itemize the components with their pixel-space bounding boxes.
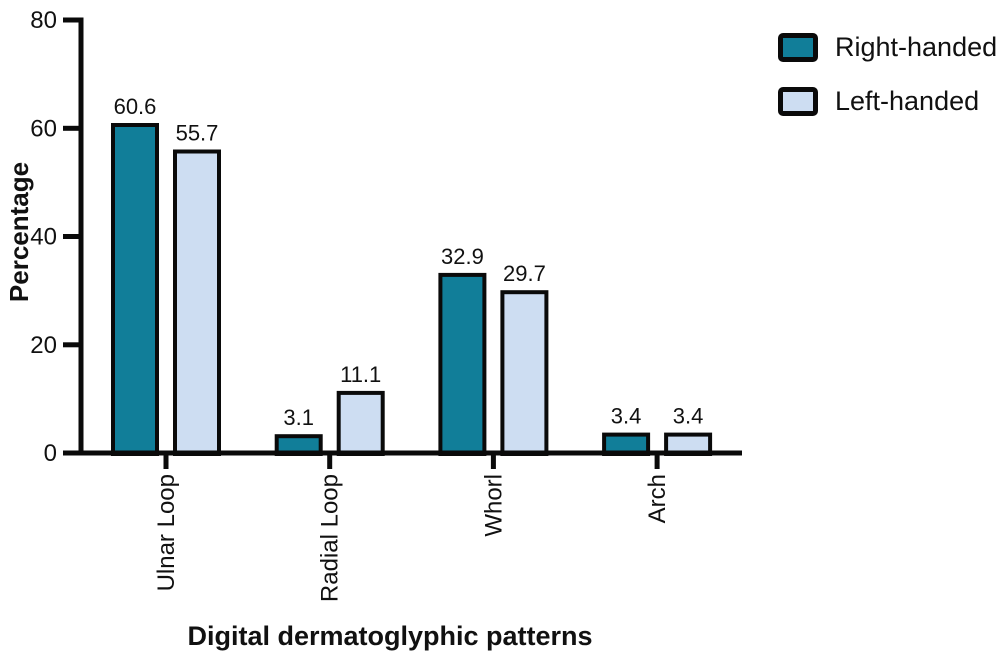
value-label-left-handed-arch: 3.4 <box>673 404 704 429</box>
y-tick-label-40: 40 <box>30 224 57 251</box>
y-axis-title: Percentage <box>4 161 34 303</box>
y-tick-label-0: 0 <box>44 440 57 467</box>
value-label-left-handed-whorl: 29.7 <box>503 261 546 286</box>
bar-left-handed-whorl <box>500 290 549 457</box>
x-axis-title: Digital dermatoglyphic patterns <box>187 621 593 651</box>
legend-label-right-handed: Right-handed <box>835 32 998 62</box>
bar-left-handed-ulnar-loop <box>173 149 221 456</box>
legend: Right-handed Left-handed <box>778 32 997 117</box>
x-tick-label-arch: Arch <box>644 474 671 523</box>
bar-left-handed-radial-loop <box>336 390 385 456</box>
value-label-right-handed-arch: 3.4 <box>611 404 642 429</box>
legend-item-left-handed: Left-handed <box>778 86 997 117</box>
y-tick-label-80: 80 <box>30 7 57 34</box>
bar-right-handed-ulnar-loop <box>111 123 159 456</box>
x-tick-label-whorl: Whorl <box>480 474 507 537</box>
legend-swatch-right-handed <box>778 33 818 62</box>
value-label-right-handed-whorl: 32.9 <box>441 244 484 269</box>
y-tick-label-20: 20 <box>30 332 57 359</box>
legend-item-right-handed: Right-handed <box>778 32 997 63</box>
y-tick-label-60: 60 <box>30 115 57 142</box>
value-label-right-handed-ulnar-loop: 60.6 <box>114 94 157 119</box>
value-label-right-handed-radial-loop: 3.1 <box>283 405 314 430</box>
value-label-left-handed-ulnar-loop: 55.7 <box>176 121 219 146</box>
value-label-left-handed-radial-loop: 11.1 <box>340 362 381 387</box>
legend-swatch-left-handed <box>778 87 818 116</box>
legend-label-left-handed: Left-handed <box>835 86 980 116</box>
x-tick-label-radial-loop: Radial Loop <box>317 474 344 602</box>
bar-right-handed-whorl <box>438 272 487 456</box>
x-tick-label-ulnar-loop: Ulnar Loop <box>153 474 180 591</box>
